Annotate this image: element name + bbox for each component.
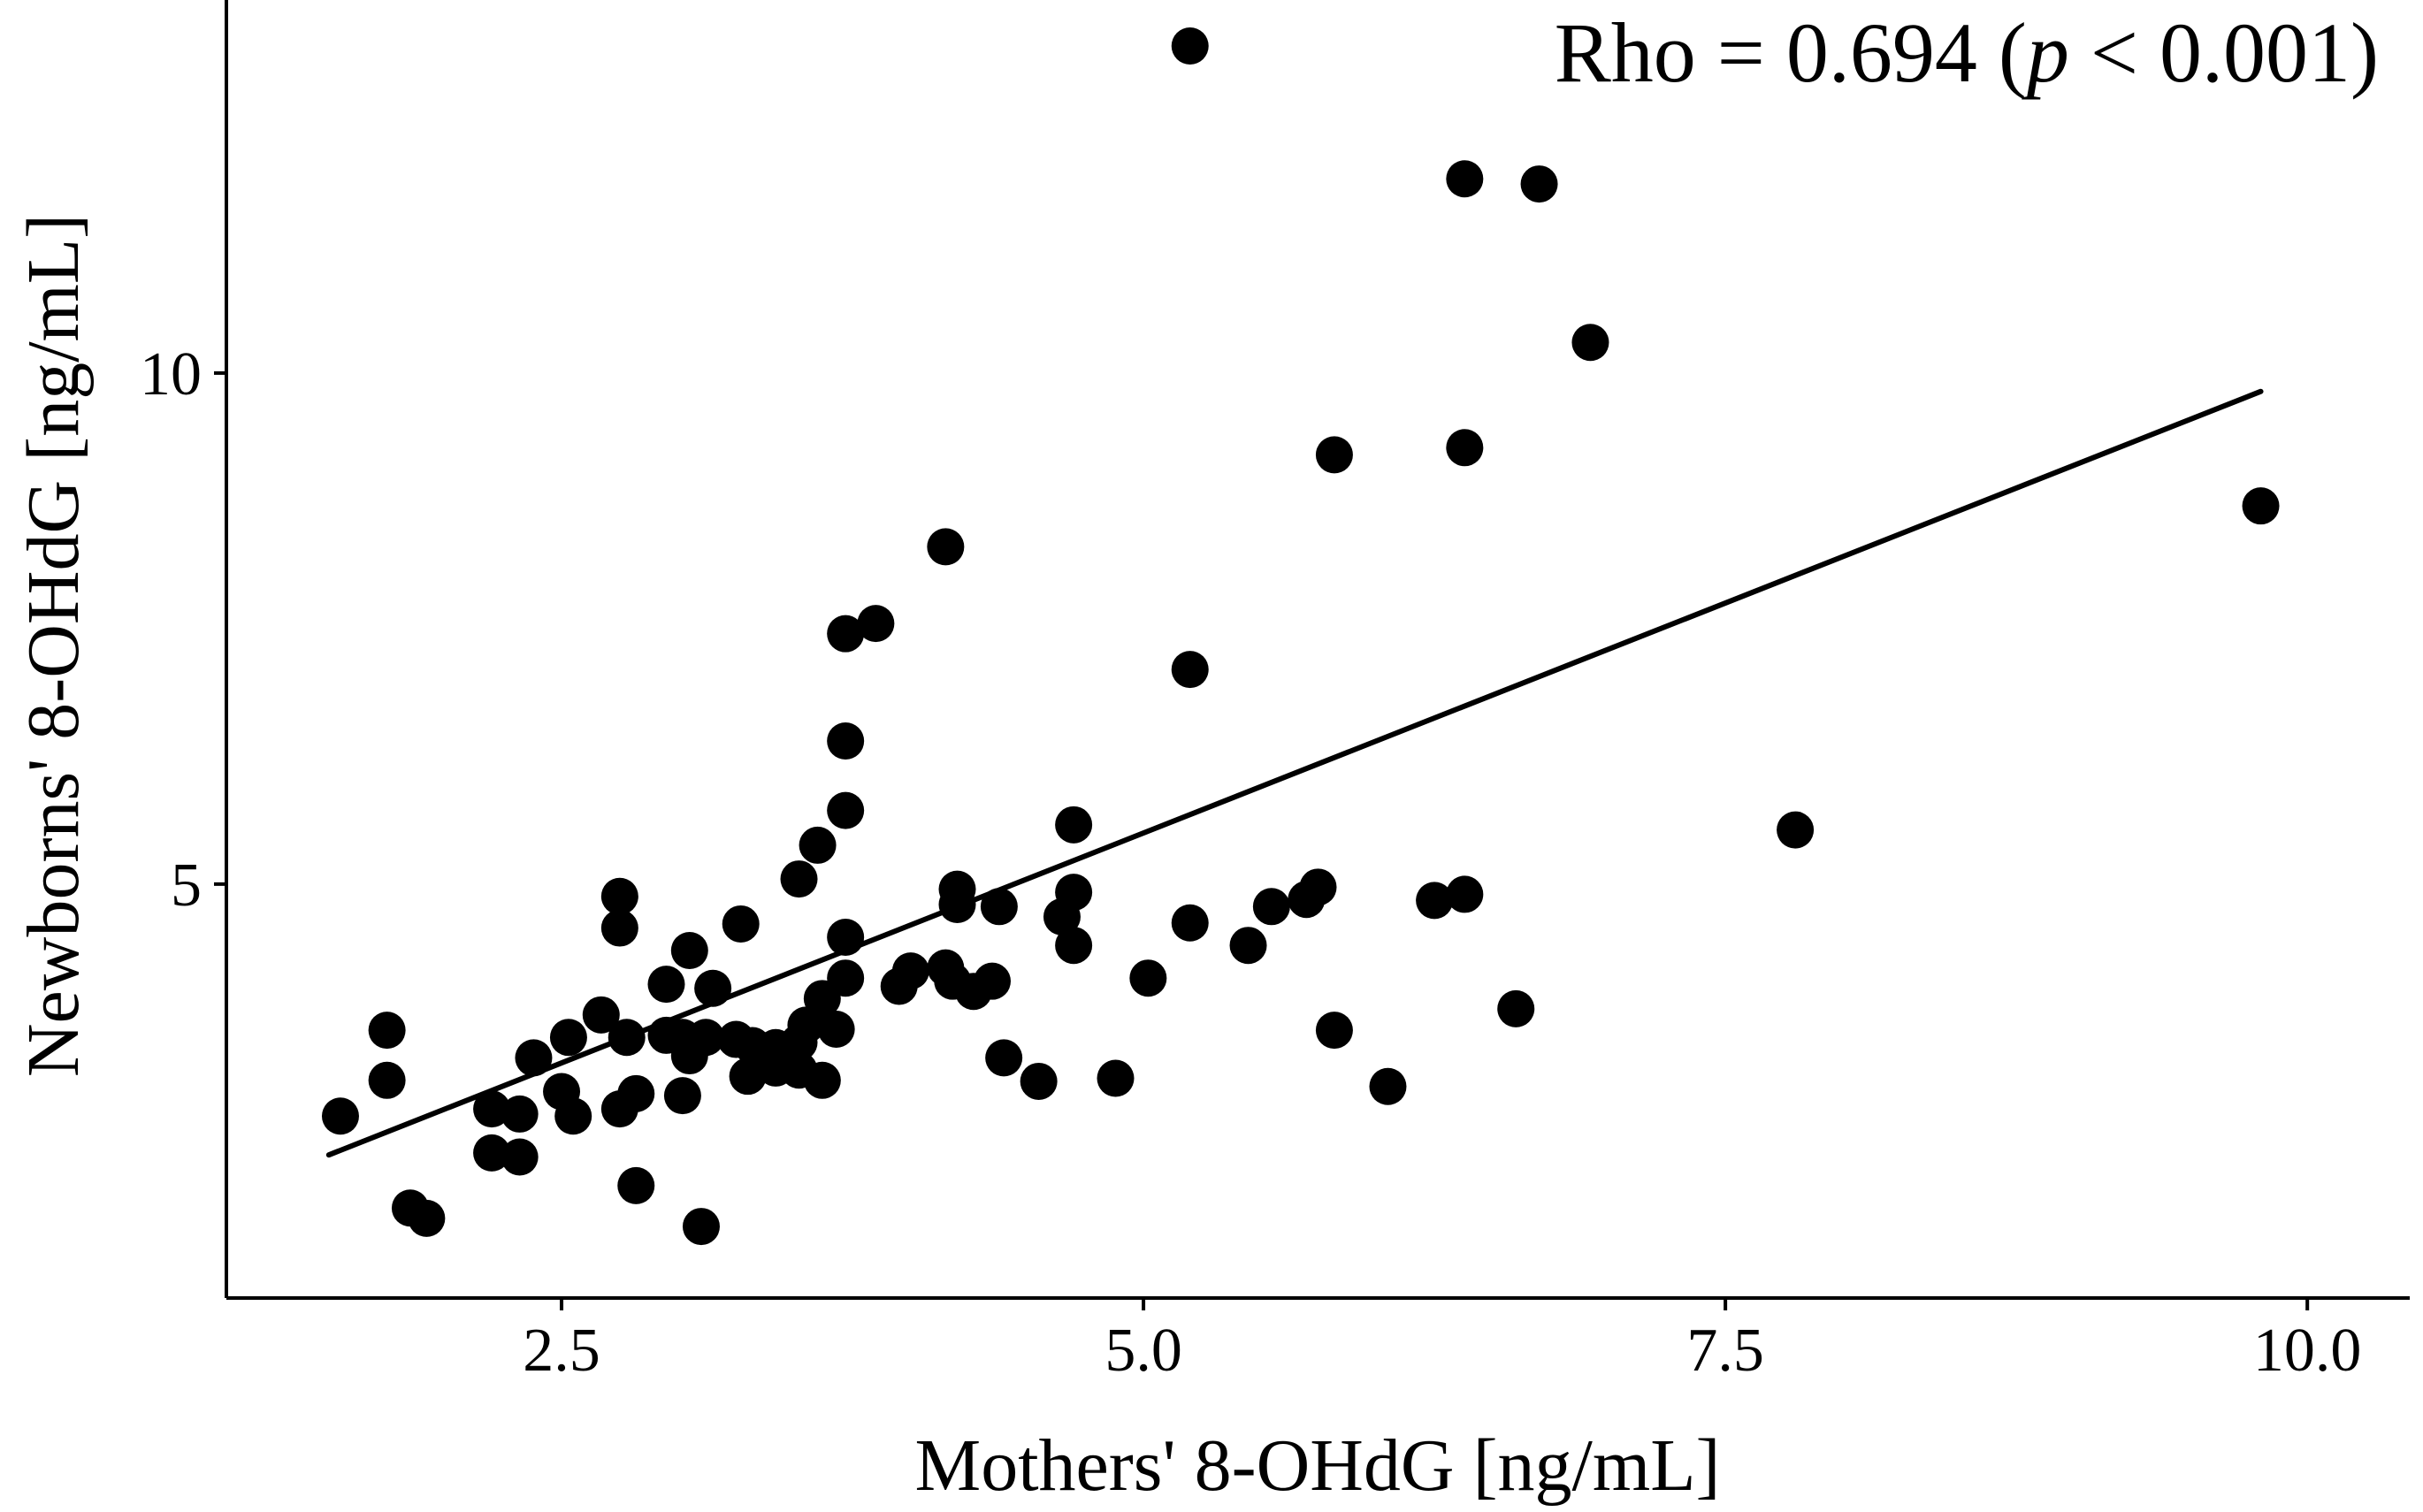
data-point: [647, 966, 685, 1004]
data-point: [1299, 868, 1337, 906]
correlation-annotation: Rho = 0.694 (p < 0.001): [1555, 5, 2379, 100]
data-point: [501, 1138, 539, 1176]
data-point: [722, 905, 760, 943]
data-point: [803, 980, 841, 1018]
data-point: [582, 996, 620, 1034]
data-point: [880, 967, 918, 1005]
data-point: [827, 918, 865, 956]
data-point: [1020, 1062, 1058, 1100]
x-tick-label: 2.5: [523, 1317, 600, 1385]
data-point: [827, 722, 865, 760]
data-point: [980, 888, 1018, 926]
data-point: [817, 1010, 855, 1048]
data-point: [1446, 875, 1484, 913]
data-point: [1252, 888, 1290, 926]
data-point: [954, 973, 992, 1011]
data-point: [780, 1024, 818, 1062]
data-point: [554, 1097, 592, 1135]
data-point: [600, 909, 638, 947]
y-tick-label: 10: [140, 340, 202, 409]
data-point: [515, 1039, 553, 1077]
data-points: [321, 27, 2280, 1246]
data-point: [670, 931, 708, 969]
annotation-prefix: Rho = 0.694 (: [1555, 5, 2027, 100]
data-point: [1315, 436, 1353, 474]
data-point: [617, 1166, 655, 1204]
data-point: [608, 1019, 646, 1057]
data-point: [368, 1061, 406, 1099]
data-point: [1229, 927, 1267, 965]
data-point: [670, 1037, 708, 1075]
data-point: [694, 969, 732, 1007]
data-point: [1171, 651, 1209, 689]
data-point: [368, 1012, 406, 1050]
data-point: [663, 1077, 701, 1115]
data-point: [985, 1039, 1023, 1077]
data-point: [600, 1090, 638, 1128]
x-axis-label: Mothers' 8-OHdG [ng/mL]: [915, 1424, 1721, 1507]
data-point: [408, 1199, 446, 1237]
y-axis-label: Newborns' 8-OHdG [ng/mL]: [12, 214, 95, 1077]
data-point: [549, 1019, 587, 1057]
data-point: [1129, 959, 1167, 997]
data-point: [827, 791, 865, 829]
data-point: [1497, 989, 1535, 1027]
data-point: [729, 1058, 767, 1096]
data-point: [2242, 487, 2280, 525]
data-point: [780, 860, 818, 898]
data-point: [1446, 160, 1484, 198]
x-tick-label: 7.5: [1686, 1317, 1764, 1385]
axes: [225, 0, 2410, 1300]
data-point: [1097, 1059, 1135, 1097]
data-point: [682, 1208, 720, 1246]
annotation-p-italic: p: [2022, 5, 2069, 100]
data-point: [501, 1095, 539, 1133]
data-point: [927, 528, 965, 566]
data-point: [1315, 1012, 1353, 1050]
data-point: [321, 1097, 359, 1135]
data-point: [938, 885, 976, 923]
data-point: [827, 615, 865, 653]
data-point: [1055, 927, 1093, 965]
data-point: [803, 1061, 841, 1099]
data-point: [473, 1090, 511, 1128]
data-point: [857, 605, 895, 643]
data-point: [1369, 1067, 1407, 1105]
x-tick-label: 10.0: [2253, 1317, 2362, 1385]
data-point: [1171, 904, 1209, 942]
x-tick-label: 5.0: [1104, 1317, 1182, 1385]
x-ticks: 2.5 5.0 7.5 10.0: [523, 1298, 2361, 1385]
y-tick-label: 5: [171, 851, 202, 920]
data-point: [1055, 806, 1093, 844]
data-point: [1416, 882, 1454, 920]
data-point: [799, 826, 837, 864]
data-point: [1571, 324, 1609, 362]
data-point: [1043, 897, 1081, 935]
y-ticks: 5 10: [140, 340, 226, 920]
annotation-suffix: < 0.001): [2069, 5, 2379, 100]
data-point: [600, 877, 638, 915]
data-point: [1446, 429, 1484, 467]
data-point: [473, 1134, 511, 1172]
data-point: [1171, 27, 1209, 65]
data-point: [1777, 811, 1815, 849]
data-point: [1520, 165, 1558, 203]
